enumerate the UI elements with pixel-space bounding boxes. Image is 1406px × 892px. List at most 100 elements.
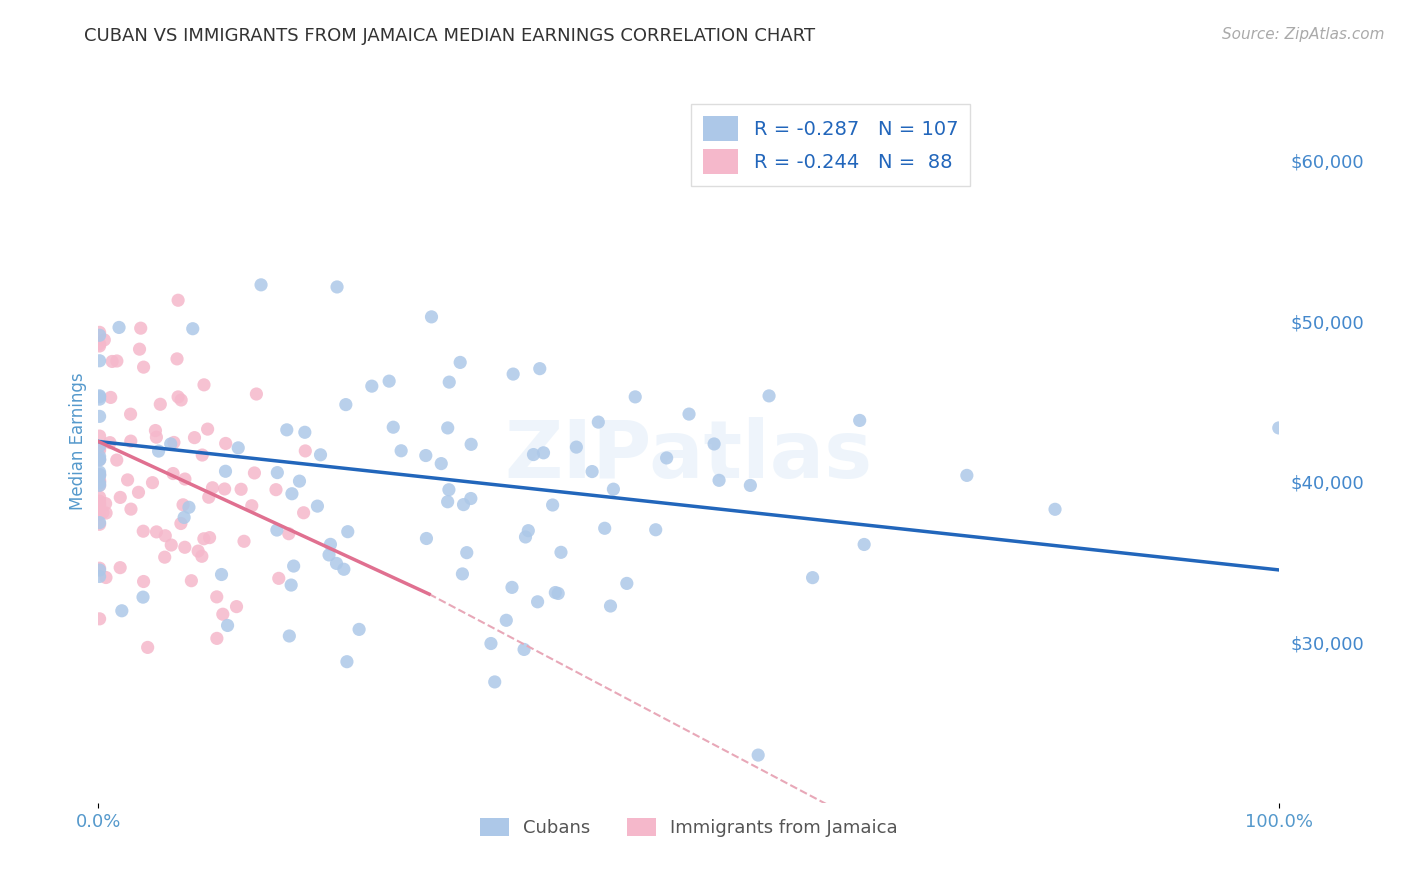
Point: [217, 618, 239, 632]
Point: [89, 507, 111, 521]
Point: [145, 524, 167, 539]
Point: [167, 293, 190, 308]
Point: [89, 389, 111, 403]
Point: [89, 442, 111, 456]
Point: [173, 541, 195, 555]
Point: [347, 623, 370, 637]
Point: [177, 500, 200, 515]
Point: [117, 473, 139, 487]
Point: [436, 421, 458, 435]
Point: [89, 494, 111, 508]
Point: [245, 387, 267, 401]
Point: [593, 521, 616, 535]
Point: [145, 430, 167, 444]
Point: [89, 478, 111, 492]
Point: [105, 453, 128, 467]
Point: [529, 361, 551, 376]
Point: [89, 474, 111, 488]
Point: [325, 557, 347, 571]
Point: [89, 439, 111, 453]
Point: [360, 379, 382, 393]
Point: [141, 475, 163, 490]
Point: [319, 537, 342, 551]
Point: [214, 482, 236, 496]
Point: [89, 612, 111, 626]
Point: [277, 526, 299, 541]
Point: [132, 360, 155, 375]
Point: [181, 322, 204, 336]
Point: [89, 336, 111, 351]
Point: [250, 277, 273, 292]
Point: [166, 351, 188, 366]
Point: [430, 457, 453, 471]
Point: [233, 534, 256, 549]
Point: [644, 523, 666, 537]
Point: [740, 478, 762, 492]
Point: [172, 498, 194, 512]
Point: [110, 491, 132, 505]
Legend: Cubans, Immigrants from Jamaica: Cubans, Immigrants from Jamaica: [472, 811, 905, 845]
Point: [565, 440, 588, 454]
Point: [264, 483, 287, 497]
Point: [278, 629, 301, 643]
Text: Source: ZipAtlas.com: Source: ZipAtlas.com: [1222, 27, 1385, 42]
Point: [211, 607, 233, 622]
Point: [159, 437, 181, 451]
Y-axis label: Median Earnings: Median Earnings: [69, 373, 87, 510]
Point: [197, 490, 219, 504]
Point: [89, 450, 111, 464]
Point: [160, 538, 183, 552]
Point: [599, 599, 621, 613]
Point: [240, 499, 263, 513]
Point: [588, 415, 610, 429]
Point: [956, 468, 979, 483]
Point: [155, 529, 177, 543]
Point: [193, 532, 215, 546]
Point: [266, 466, 288, 480]
Point: [544, 585, 567, 599]
Point: [89, 497, 111, 511]
Point: [132, 590, 155, 604]
Point: [94, 497, 117, 511]
Point: [89, 468, 111, 483]
Point: [336, 524, 359, 539]
Point: [89, 453, 111, 467]
Point: [533, 446, 555, 460]
Point: [436, 495, 458, 509]
Point: [128, 342, 150, 356]
Point: [205, 632, 228, 646]
Point: [132, 574, 155, 589]
Point: [89, 517, 111, 532]
Point: [211, 567, 233, 582]
Point: [111, 604, 134, 618]
Point: [89, 504, 111, 518]
Point: [703, 437, 725, 451]
Point: [153, 550, 176, 565]
Point: [89, 339, 111, 353]
Point: [495, 613, 517, 627]
Point: [541, 498, 564, 512]
Point: [89, 475, 111, 489]
Point: [120, 407, 142, 421]
Point: [187, 544, 209, 558]
Point: [439, 375, 461, 389]
Point: [89, 443, 111, 458]
Point: [280, 578, 302, 592]
Point: [707, 473, 730, 487]
Point: [292, 506, 315, 520]
Point: [89, 353, 111, 368]
Point: [162, 467, 184, 481]
Point: [105, 354, 128, 368]
Point: [460, 437, 482, 451]
Point: [853, 537, 876, 551]
Point: [205, 590, 228, 604]
Point: [89, 452, 111, 467]
Point: [294, 425, 316, 440]
Point: [581, 465, 603, 479]
Point: [522, 448, 544, 462]
Point: [170, 516, 193, 531]
Point: [266, 523, 288, 537]
Point: [1043, 502, 1066, 516]
Point: [89, 429, 111, 443]
Point: [389, 443, 412, 458]
